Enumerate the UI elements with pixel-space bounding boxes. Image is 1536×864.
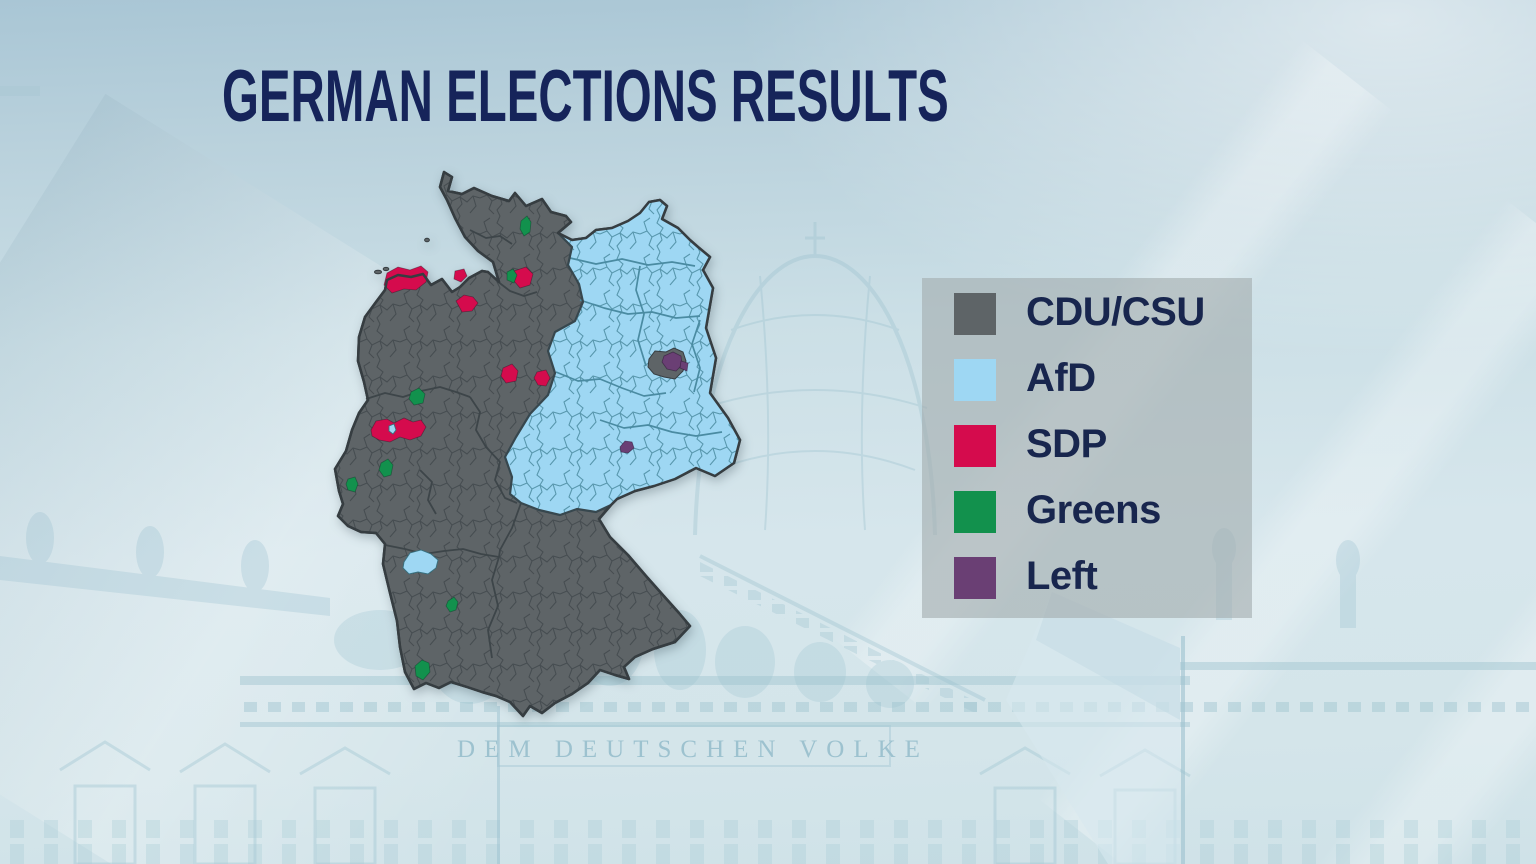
districts-left [619,351,689,454]
east-west-divider-border [503,232,612,517]
east-state-borders [555,257,723,437]
district-left-leipzig [619,440,635,454]
legend-item-cdu-csu: CDU/CSU [954,289,1252,335]
legend-label-afd: AfD [1026,355,1096,400]
district-sdp-bremen [455,294,479,313]
legend-label-greens: Greens [1026,487,1161,532]
east-district-borders-texture [505,200,740,515]
germany-outline [333,170,742,718]
legend-label-cdu-csu: CDU/CSU [1026,289,1205,334]
district-greens-kiel [519,215,532,237]
legend-swatch-sdp [954,425,996,467]
district-afd-palatinate [402,549,439,575]
district-greens-hamburg-west [506,268,518,284]
district-left-berlin-small [679,360,689,372]
district-greens-karlsruhe [445,596,459,613]
district-sdp-coast-small [453,268,468,283]
districts-greens [345,215,532,681]
coastal-islands [374,237,430,275]
district-greens-cologne [378,458,394,478]
legend-item-greens: Greens [954,487,1252,533]
district-greens-freiburg [414,659,431,681]
district-sdp-braunschweig [533,369,551,387]
legend-item-sdp: SDP [954,421,1252,467]
page-title: GERMAN ELECTIONS RESULTS [222,56,949,137]
reichstag-colonnade [0,512,1536,864]
legend-item-left: Left [954,553,1252,599]
reichstag-entablature [0,86,1536,727]
district-afd-ruhr-speck [388,423,397,435]
legend-item-afd: AfD [954,355,1252,401]
legend-swatch-left [954,557,996,599]
flagpole-and-flag [497,592,1185,864]
reichstag-dome [693,222,937,536]
district-left-berlin-east [661,351,683,372]
districts-afd-west-pockets [388,423,439,575]
west-state-borders [365,229,538,659]
legend-swatch-afd [954,359,996,401]
legend-panel: CDU/CSU AfD SDP Greens Left [922,278,1252,618]
legend-label-sdp: SDP [1026,421,1107,466]
districts-sdp [370,265,551,443]
legend-label-left: Left [1026,553,1098,598]
germany-election-map [333,170,742,718]
district-sdp-hannover [500,363,519,384]
reichstag-inscription: DEM DEUTSCHEN VOLKE [457,736,929,763]
legend-swatch-greens [954,491,996,533]
legend-swatch-cdu-csu [954,293,996,335]
inscription-panel: DEM DEUTSCHEN VOLKE [457,725,929,767]
district-sdp-ruhr-cluster [370,417,427,443]
district-sdp-east-frisia [383,265,429,294]
district-greens-aachen [345,476,359,493]
district-greens-muenster [408,387,426,406]
